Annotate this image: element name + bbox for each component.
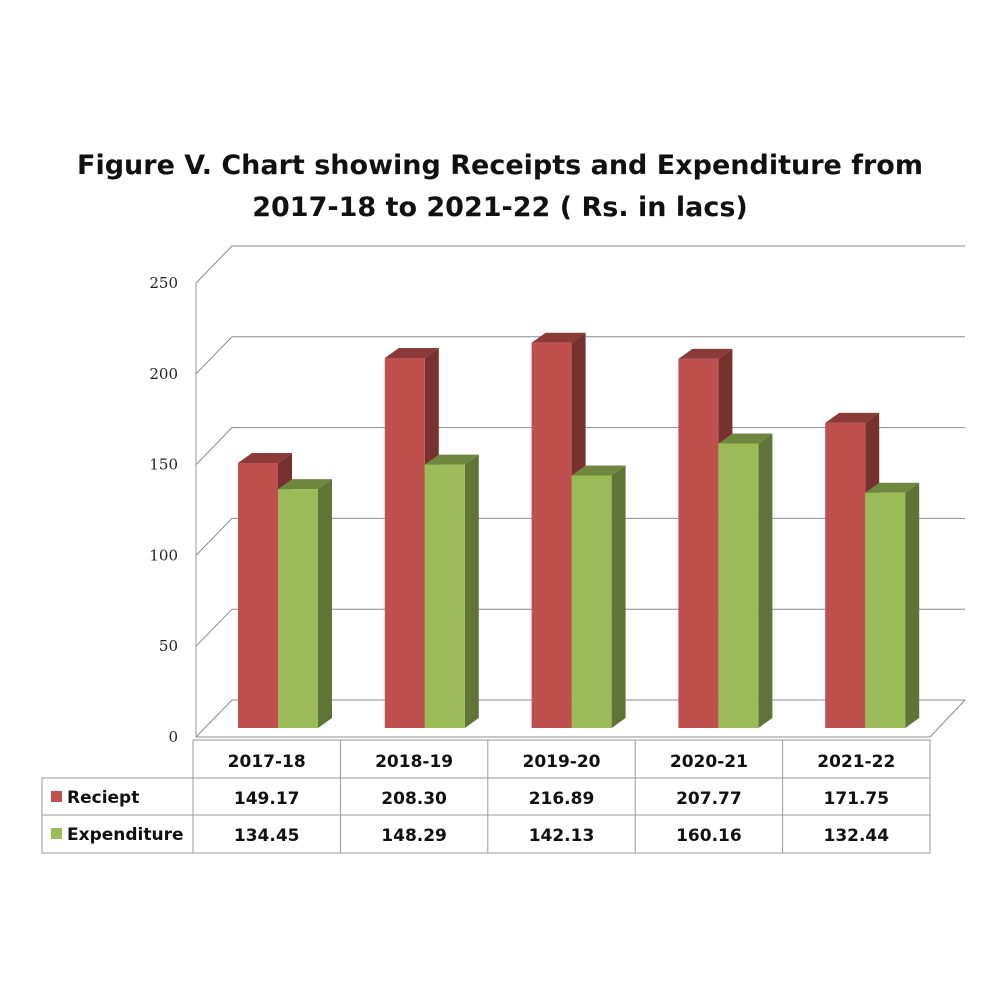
bar-reciept-2018-19	[384, 357, 425, 728]
y-tick-label: 200	[149, 365, 178, 383]
bar-expenditure-2020-21	[718, 443, 759, 728]
gridline	[195, 245, 965, 284]
data-label: 216.89	[529, 789, 595, 809]
legend-label-expenditure: Expenditure	[67, 825, 184, 845]
bar-top-reciept-2019-20	[531, 332, 586, 343]
bar-expenditure-2018-19	[424, 464, 465, 728]
data-label: 160.16	[676, 826, 742, 846]
legend-label-reciept: Reciept	[67, 788, 139, 808]
floor-edge	[929, 699, 966, 738]
bars	[238, 332, 920, 728]
x-tick-label: 2020-21	[670, 752, 748, 772]
bar-expenditure-2017-18	[278, 489, 318, 728]
bar-reciept-2021-22	[825, 422, 866, 728]
bar-top-expenditure-2019-20	[571, 465, 626, 476]
y-tick-label: 0	[168, 728, 178, 746]
x-tick-label: 2017-18	[228, 752, 306, 772]
bar-top-expenditure-2018-19	[424, 454, 479, 465]
y-tick-label: 100	[149, 546, 178, 564]
bar-reciept-2017-18	[238, 463, 278, 728]
x-tick-label: 2019-20	[522, 752, 600, 772]
y-axis: 0 50 100 150 200 250	[149, 274, 178, 746]
y-tick-label: 150	[149, 456, 178, 474]
bar-side-expenditure-2017-18	[318, 479, 332, 728]
gridline	[195, 336, 965, 375]
bar-reciept-2019-20	[531, 342, 572, 728]
data-label: 149.17	[234, 789, 300, 809]
bar-top-reciept-2018-19	[384, 347, 439, 358]
data-label: 207.77	[676, 789, 742, 809]
chart-title-line-1: Figure V. Chart showing Receipts and Exp…	[77, 150, 923, 181]
bar-side-expenditure-2019-20	[611, 465, 626, 728]
bar-top-reciept-2021-22	[825, 412, 880, 423]
bar-expenditure-2019-20	[571, 475, 612, 728]
bar-side-expenditure-2018-19	[464, 454, 479, 728]
data-label: 208.30	[381, 789, 447, 809]
x-tick-label: 2021-22	[817, 752, 895, 772]
bar-top-expenditure-2020-21	[718, 433, 773, 444]
legend-swatch-expenditure	[51, 828, 62, 839]
bar-top-reciept-2017-18	[238, 453, 292, 464]
bar-reciept-2020-21	[678, 358, 719, 728]
bar-expenditure-2021-22	[865, 492, 906, 728]
y-tick-label: 250	[149, 274, 178, 292]
bar-top-expenditure-2017-18	[278, 479, 332, 490]
bar-side-expenditure-2020-21	[758, 433, 773, 728]
bar-top-reciept-2020-21	[678, 348, 733, 359]
bar-side-expenditure-2021-22	[905, 482, 920, 728]
y-tick-label: 50	[159, 637, 178, 655]
legend-swatch-reciept	[51, 791, 62, 802]
data-label: 171.75	[823, 789, 889, 809]
data-label: 132.44	[823, 826, 889, 846]
data-label: 134.45	[234, 826, 300, 846]
data-table: 2017-18 2018-19 2019-20 2020-21 2021-22 Recie…	[41, 739, 931, 854]
chart-title-line-2: 2017-18 to 2021-22 ( Rs. in lacs)	[252, 192, 748, 223]
data-label: 142.13	[529, 826, 595, 846]
bar-top-expenditure-2021-22	[865, 482, 920, 493]
data-label: 148.29	[381, 826, 447, 846]
x-tick-label: 2018-19	[375, 752, 453, 772]
